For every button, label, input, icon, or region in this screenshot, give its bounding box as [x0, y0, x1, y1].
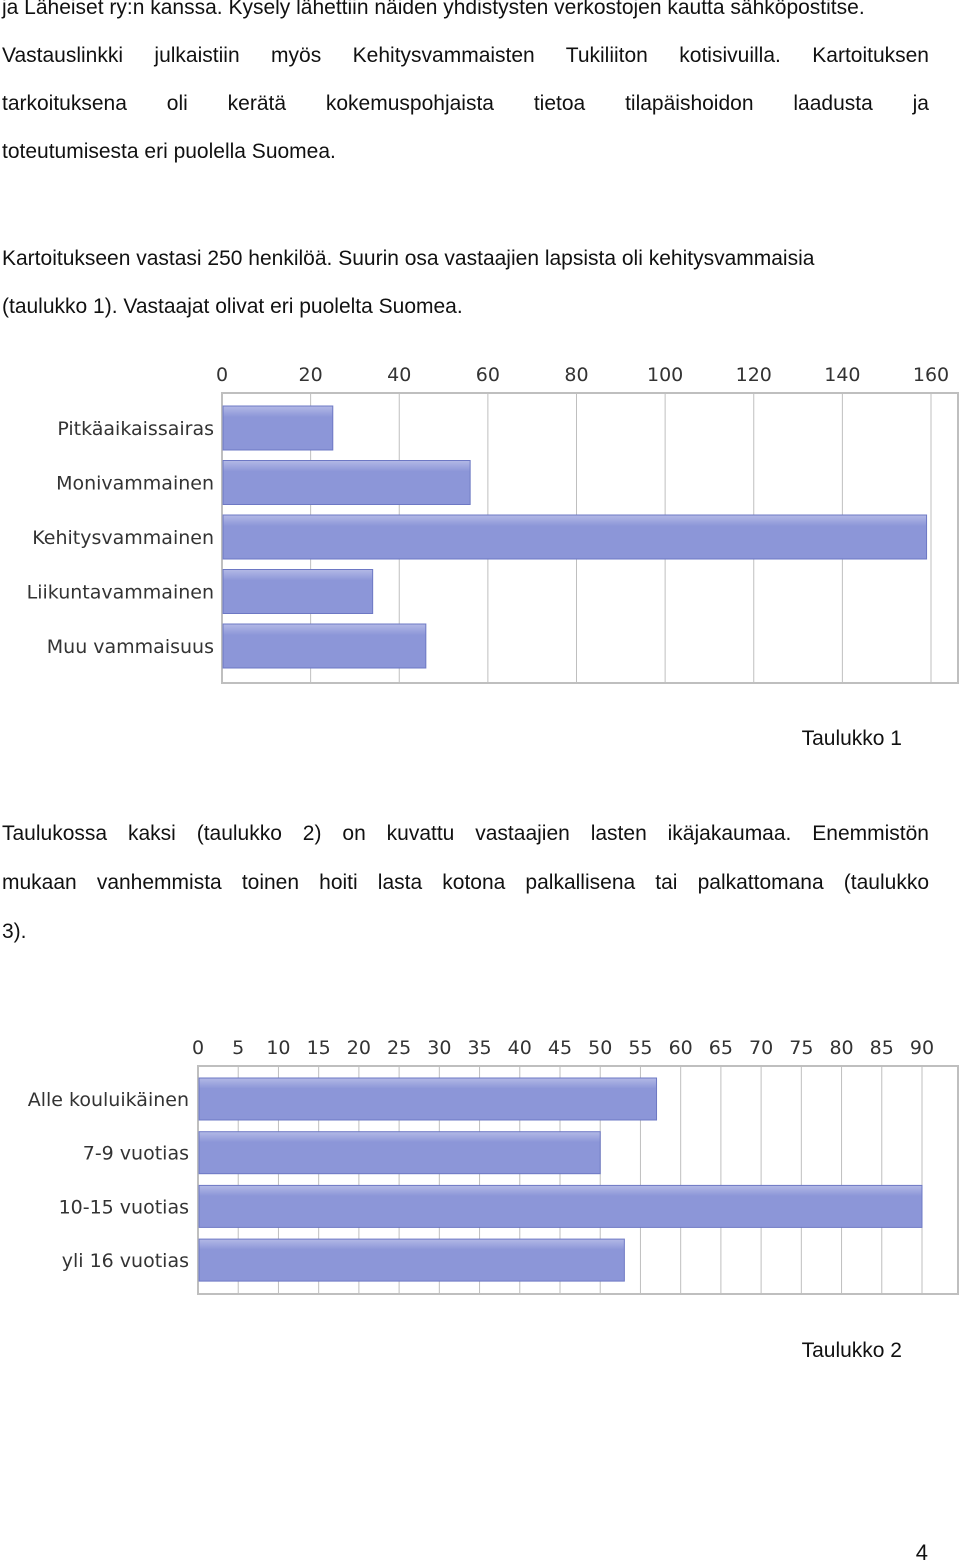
- chart-2-tick-label: 30: [427, 1037, 451, 1059]
- chart-1-bar: [222, 460, 471, 505]
- chart-2-tick-label: 35: [467, 1037, 491, 1059]
- chart-1-category-label: Muu vammaisuus: [47, 636, 214, 658]
- chart-2-bar: [198, 1131, 601, 1175]
- chart-1-tick-label: 40: [387, 364, 411, 386]
- chart-1-tick-label: 0: [216, 364, 228, 386]
- chart-1: 0 20 40 60 80 100 120 140 160 Pitkäaikaissairas Mo…: [0, 355, 960, 690]
- chart-1-tick-label: 160: [913, 364, 949, 386]
- chart-2-tick-label: 5: [232, 1037, 244, 1059]
- chart-1-tick-label: 120: [736, 364, 772, 386]
- chart-1-tick-label: 20: [299, 364, 323, 386]
- chart-1-tick-label: 100: [647, 364, 683, 386]
- chart-2-category-label: Alle kouluikäinen: [28, 1089, 189, 1111]
- chart-1-bar: [222, 569, 374, 614]
- chart-2-tick-label: 85: [870, 1037, 894, 1059]
- chart-2-tick-label: 0: [192, 1037, 204, 1059]
- chart-1-category-label: Monivammainen: [56, 473, 214, 495]
- paragraph-1-line-2: Vastauslinkki julkaistiin myös Kehitysva…: [2, 44, 929, 67]
- chart-2-tick-label: 50: [588, 1037, 612, 1059]
- paragraph-3-line-1: Taulukossa kaksi (taulukko 2) on kuvattu…: [2, 822, 929, 845]
- page-number: 4: [915, 1540, 928, 1565]
- chart-2-bar: [198, 1077, 658, 1121]
- paragraph-2-line-1: Kartoitukseen vastasi 250 henkilöä. Suur…: [2, 247, 815, 270]
- chart-2-tick-label: 70: [749, 1037, 773, 1059]
- chart-2-bar: [198, 1184, 923, 1228]
- paragraph-2-line-2: (taulukko 1). Vastaajat olivat eri puole…: [2, 295, 463, 318]
- chart-1-category-label: Pitkäaikaissairas: [57, 418, 214, 440]
- chart-1-category-label: Kehitysvammainen: [32, 527, 214, 549]
- chart-2-tick-label: 20: [347, 1037, 371, 1059]
- chart-1-tick-label: 80: [564, 364, 588, 386]
- chart-2-svg: 0 5 10 15 20 25 30 35 40 45 50 55 60 65 70 75 80 85 90 Alle…: [28, 1037, 959, 1295]
- caption-2: Taulukko 2: [801, 1339, 902, 1362]
- chart-2-tick-label: 45: [548, 1037, 572, 1059]
- paragraph-3-line-2: mukaan vanhemmista toinen hoiti lasta ko…: [2, 871, 929, 894]
- chart-2: 0 5 10 15 20 25 30 35 40 45 50 55 60 65 70 75 80 85 90 Alle…: [0, 1028, 960, 1300]
- caption-1: Taulukko 1: [801, 727, 902, 750]
- paragraph-1-line-1: ja Läheiset ry:n kanssa. Kysely lähettii…: [2, 0, 865, 19]
- chart-2-tick-label: 75: [789, 1037, 813, 1059]
- chart-2-tick-label: 10: [266, 1037, 290, 1059]
- chart-2-category-label: 7-9 vuotias: [83, 1143, 189, 1165]
- chart-1-bar: [222, 405, 334, 451]
- chart-2-category-label: yli 16 vuotias: [62, 1250, 189, 1272]
- chart-1-bar: [222, 623, 427, 669]
- chart-2-tick-label: 90: [910, 1037, 934, 1059]
- paragraph-1-line-4: toteutumisesta eri puolella Suomea.: [2, 140, 336, 163]
- chart-2-tick-label: 60: [669, 1037, 693, 1059]
- chart-2-tick-label: 25: [387, 1037, 411, 1059]
- chart-2-tick-label: 65: [709, 1037, 733, 1059]
- chart-1-tick-label: 140: [824, 364, 860, 386]
- paragraph-1-line-3: tarkoituksena oli kerätä kokemuspohjaist…: [2, 92, 929, 115]
- chart-2-tick-label: 55: [628, 1037, 652, 1059]
- chart-1-svg: 0 20 40 60 80 100 120 140 160 Pitkäaikaissairas Mo…: [27, 364, 959, 684]
- paragraph-3-line-3: 3).: [2, 920, 27, 943]
- chart-1-category-label: Liikuntavammainen: [27, 582, 214, 604]
- chart-2-tick-label: 80: [829, 1037, 853, 1059]
- chart-1-tick-label: 60: [476, 364, 500, 386]
- chart-1-bar: [222, 514, 928, 560]
- chart-2-tick-label: 15: [307, 1037, 331, 1059]
- chart-2-tick-label: 40: [508, 1037, 532, 1059]
- chart-2-category-label: 10-15 vuotias: [59, 1196, 189, 1218]
- chart-2-bar: [198, 1238, 625, 1282]
